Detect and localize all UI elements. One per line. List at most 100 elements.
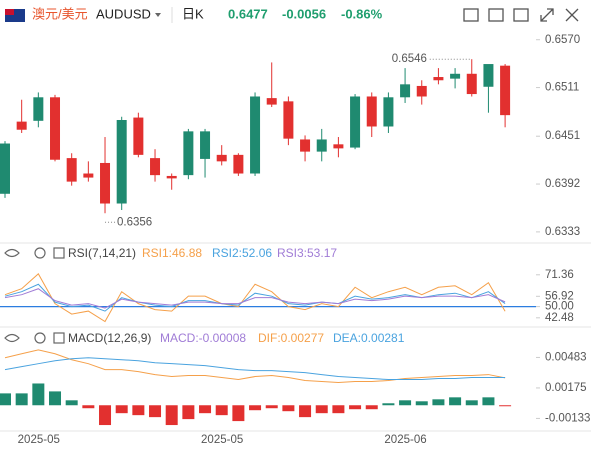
- rsi-line: [4, 273, 506, 323]
- legend-entry: RSI1:46.88: [142, 246, 202, 260]
- rsi-line: [4, 288, 506, 309]
- eye-icon[interactable]: [4, 248, 20, 258]
- macd-bar: [482, 397, 495, 406]
- candle-body: [283, 101, 294, 139]
- macd-bar: [82, 405, 95, 409]
- y-tick-label: 50.00: [545, 301, 574, 313]
- candle-body: [0, 143, 10, 194]
- candle-body: [133, 117, 144, 155]
- macd-bar: [232, 405, 245, 422]
- macd-bar: [382, 403, 395, 406]
- indicator-title: MACD(12,26,9): [68, 331, 151, 345]
- y-tick-label: 42.48: [545, 312, 574, 324]
- x-tick-label: 2025-05: [18, 434, 60, 446]
- gear-icon[interactable]: [34, 247, 46, 259]
- candle-body: [166, 175, 177, 179]
- candle-body: [466, 73, 477, 95]
- x-tick-label: 2025-05: [201, 434, 243, 446]
- y-tick-label: 0.00175: [545, 382, 587, 394]
- y-tick-label: 0.6511: [545, 82, 579, 94]
- annotation: 0.6356: [117, 216, 152, 228]
- candle-body: [250, 96, 261, 174]
- dropdown-arrow[interactable]: [155, 13, 161, 17]
- macd-bar: [399, 400, 412, 406]
- flag-part: [5, 9, 14, 15]
- macd-bar: [315, 405, 328, 414]
- macd-bar: [215, 405, 228, 416]
- candle-body: [116, 120, 127, 204]
- toggle-icon[interactable]: [53, 247, 65, 259]
- candle-body: [183, 131, 194, 176]
- icon-close[interactable]: [565, 8, 579, 22]
- x-tick-label: 2025-06: [384, 434, 426, 446]
- pair-name[interactable]: 澳元/美元: [32, 6, 88, 21]
- toolbar: 澳元/美元 AUDUSD 日K 0.6477 -0.0056 -0.86%: [5, 6, 579, 23]
- candle-body: [83, 173, 94, 178]
- candle-body: [383, 97, 394, 127]
- change: -0.0056: [282, 6, 326, 21]
- macd-bar: [165, 405, 178, 426]
- macd-bar: [32, 383, 45, 406]
- candle-body: [400, 84, 411, 98]
- icon-button[interactable]: [463, 8, 479, 22]
- candle-body: [450, 73, 461, 79]
- macd-bar: [49, 391, 62, 406]
- macd-bar: [449, 397, 462, 406]
- change-pct: -0.86%: [341, 6, 383, 21]
- y-tick-label: 0.6570: [545, 34, 580, 46]
- macd-bar: [432, 399, 445, 406]
- macd-bar: [0, 393, 11, 406]
- macd-bar: [282, 405, 295, 412]
- macd-bar: [99, 405, 112, 426]
- candle-body: [366, 96, 377, 127]
- macd-bar: [249, 405, 262, 411]
- macd-bar: [415, 401, 428, 406]
- y-tick-label: 0.00483: [545, 351, 587, 363]
- toggle-icon[interactable]: [53, 332, 65, 344]
- icon-button[interactable]: [513, 8, 529, 22]
- candle-body: [350, 96, 361, 148]
- annotation: 0.6546: [392, 53, 427, 65]
- macd-bar: [349, 405, 362, 410]
- candle-body: [500, 65, 511, 116]
- y-tick-label: 0.6333: [545, 226, 580, 238]
- symbol[interactable]: AUDUSD: [96, 6, 151, 21]
- candle-body: [300, 139, 311, 152]
- macd-bar: [182, 405, 195, 420]
- legend-entry: RSI2:52.06: [212, 246, 272, 260]
- macd-bar: [499, 405, 512, 407]
- macd-line: [4, 357, 506, 381]
- candle-body: [200, 131, 211, 159]
- macd-bar: [265, 405, 278, 409]
- macd-bar: [365, 405, 378, 410]
- candle-body: [216, 154, 227, 162]
- y-tick-label: 71.36: [545, 269, 574, 281]
- macd-bar: [465, 400, 478, 406]
- period[interactable]: 日K: [182, 6, 204, 21]
- icon-button[interactable]: [488, 8, 504, 22]
- candle-body: [333, 144, 344, 149]
- macd-bar: [299, 405, 312, 418]
- macd-bar: [332, 405, 345, 414]
- candle-body: [66, 158, 77, 182]
- y-tick-label: 0.6392: [545, 178, 580, 190]
- candle-body: [433, 77, 444, 81]
- y-tick-label: -0.00133: [545, 412, 590, 424]
- macd-bar: [149, 405, 162, 418]
- icon-expand[interactable]: [540, 8, 554, 22]
- macd-bar: [199, 405, 212, 414]
- macd-line: [4, 349, 506, 383]
- indicator-title: RSI(7,14,21): [68, 246, 136, 260]
- y-tick-label: 56.92: [545, 290, 574, 302]
- candle-body: [233, 154, 244, 174]
- candle-body: [316, 139, 327, 152]
- price: 0.6477: [228, 6, 268, 21]
- gear-icon[interactable]: [34, 332, 46, 344]
- candle-body: [416, 85, 427, 97]
- eye-icon[interactable]: [4, 333, 20, 343]
- candle-body: [16, 121, 27, 130]
- macd-bar: [65, 400, 78, 406]
- legend-entry: DIF:0.00277: [258, 331, 324, 345]
- macd-bar: [115, 405, 128, 414]
- legend-entry: DEA:0.00281: [333, 331, 405, 345]
